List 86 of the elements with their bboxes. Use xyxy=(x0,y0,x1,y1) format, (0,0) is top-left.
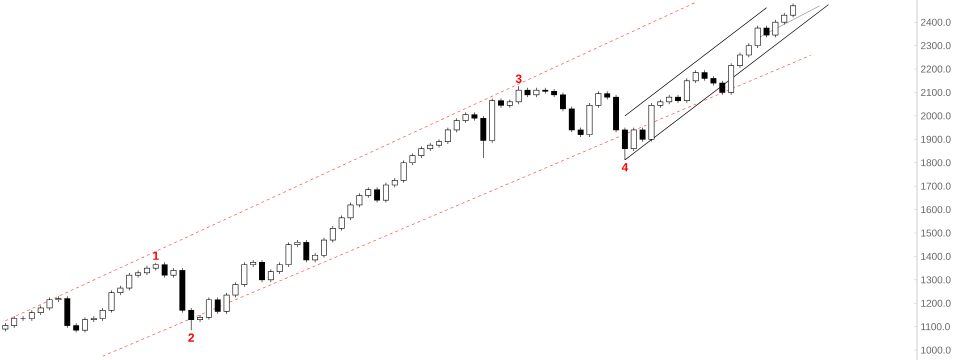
candlestick xyxy=(82,316,88,333)
candlestick xyxy=(737,52,743,68)
candlestick xyxy=(454,118,460,132)
candlestick xyxy=(11,316,18,328)
annotation: 4 xyxy=(622,162,628,172)
y-tick-label: 2200.0 xyxy=(921,65,951,72)
y-tick-label: 2400.0 xyxy=(921,18,951,26)
candlestick xyxy=(630,127,637,152)
candlestick xyxy=(73,322,80,333)
candlestick xyxy=(392,177,398,188)
candlestick xyxy=(462,112,469,124)
candlestick xyxy=(108,290,114,313)
candlestick xyxy=(400,160,407,183)
candlestick xyxy=(356,192,362,208)
candlestick xyxy=(46,296,53,310)
candlestick xyxy=(444,127,451,144)
candlestick xyxy=(684,78,690,104)
candlestick xyxy=(790,2,796,18)
candlestick xyxy=(144,265,150,276)
candlestick xyxy=(117,285,124,296)
candlestick xyxy=(312,252,318,262)
candlestick xyxy=(374,186,380,203)
candlestick xyxy=(754,25,761,48)
candlestick xyxy=(214,296,221,314)
candlestick xyxy=(206,296,212,320)
candlestick xyxy=(348,202,354,220)
candlestick xyxy=(764,25,770,38)
candlestick xyxy=(560,92,566,112)
y-tick-label: 1000.0 xyxy=(921,346,951,354)
candlestick xyxy=(276,262,283,274)
y-tick-label: 1200.0 xyxy=(921,300,951,307)
y-tick-label: 1500.0 xyxy=(921,229,951,236)
candlestick xyxy=(533,87,540,98)
candlestick xyxy=(746,42,752,58)
candlestick xyxy=(640,127,646,142)
candlestick xyxy=(162,262,168,278)
candlestick xyxy=(719,80,726,95)
candlestick xyxy=(303,240,310,262)
candlestick xyxy=(286,242,292,268)
y-tick-label: 1300.0 xyxy=(921,276,951,284)
candlestick xyxy=(410,152,416,166)
y-tick-label: 1600.0 xyxy=(921,206,951,213)
candlestick xyxy=(480,115,486,158)
candlestick xyxy=(232,282,238,298)
candlestick xyxy=(418,146,424,158)
candlestick xyxy=(524,87,530,98)
candlestick xyxy=(38,305,44,316)
annotation: 3 xyxy=(516,74,522,83)
annotation: 2 xyxy=(188,333,194,342)
candlestick xyxy=(772,19,778,38)
candlestick xyxy=(321,237,327,258)
candlestick xyxy=(224,292,230,314)
candlestick xyxy=(365,186,372,198)
candlestick xyxy=(268,268,274,282)
candlestick xyxy=(330,225,336,242)
candlestick xyxy=(516,86,522,104)
candlestick xyxy=(498,98,504,108)
candlestick xyxy=(20,316,26,321)
y-tick-label: 1900.0 xyxy=(921,136,951,143)
y-tick-label: 1700.0 xyxy=(921,182,951,190)
candlestick xyxy=(338,214,345,231)
candlestick xyxy=(568,106,575,132)
candlestick xyxy=(170,268,176,278)
y-tick-label: 2100.0 xyxy=(921,88,951,96)
y-tick-label: 1800.0 xyxy=(921,159,951,166)
candlestick xyxy=(382,182,389,203)
candlestick xyxy=(55,296,62,302)
y-tick-label: 2300.0 xyxy=(921,42,951,49)
y-tick-label: 1100.0 xyxy=(921,322,950,330)
candlestick xyxy=(100,307,106,321)
candlestick xyxy=(197,314,204,322)
candlestick xyxy=(666,94,672,104)
candlestick xyxy=(578,127,584,138)
candlestick xyxy=(126,272,132,291)
candlestick xyxy=(188,307,194,330)
candlestick xyxy=(702,70,708,81)
candlestick xyxy=(595,90,602,108)
candlestick xyxy=(28,310,35,321)
candlestick xyxy=(241,262,248,287)
candlestick xyxy=(781,12,788,25)
y-tick-label: 1400.0 xyxy=(921,252,951,260)
y-tick-label: 2000.0 xyxy=(921,112,951,120)
candlestick xyxy=(710,76,716,86)
candlestick xyxy=(259,259,265,282)
candlestick xyxy=(692,70,699,84)
annotation: 1 xyxy=(153,251,159,260)
